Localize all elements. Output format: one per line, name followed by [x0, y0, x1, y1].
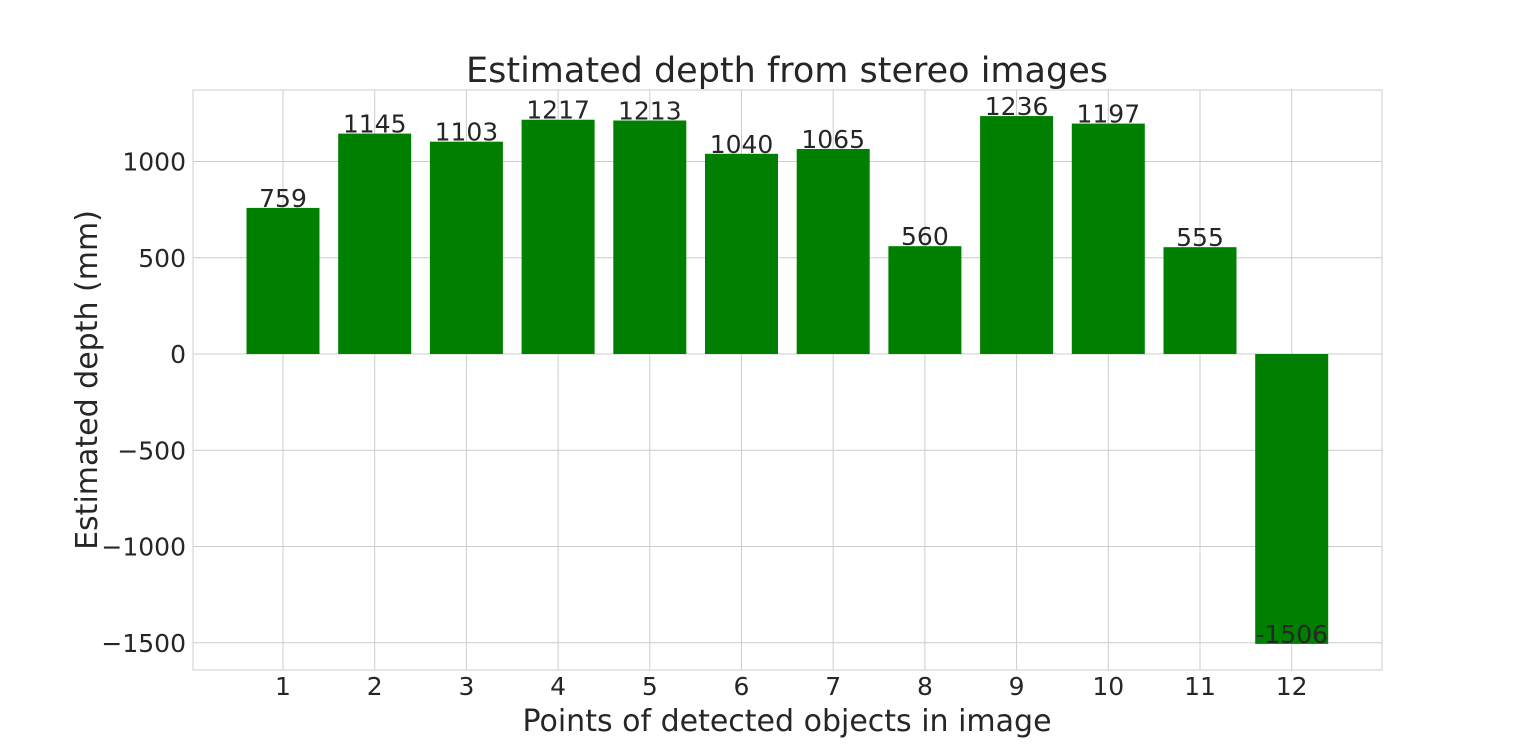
bar: [521, 119, 595, 354]
y-tick-label: 500: [138, 244, 186, 273]
x-tick-label: 7: [825, 672, 841, 701]
bar-value-label: 1217: [526, 96, 590, 125]
y-axis-label: Estimated depth (mm): [70, 210, 105, 550]
bar-value-label: 1236: [985, 92, 1049, 121]
bar-value-label: 1065: [801, 125, 865, 154]
x-tick-label: 9: [1009, 672, 1025, 701]
bar: [1163, 247, 1237, 354]
bar-value-label: 560: [901, 222, 949, 251]
bar-value-label: 555: [1176, 223, 1224, 252]
bar: [338, 133, 412, 354]
x-tick-label: 4: [550, 672, 566, 701]
y-tick-label: −1000: [101, 533, 186, 562]
bar: [1071, 123, 1145, 354]
data-label-layer: 759 1145 1103 1217 1213 1040 1065 560 1236 1197 55…: [259, 92, 1328, 649]
bar: [429, 141, 503, 354]
bar-value-label: 1197: [1076, 100, 1140, 129]
bar-layer: [246, 116, 1329, 644]
bar-value-label: 1213: [618, 96, 682, 125]
plot-frame: [192, 89, 1383, 671]
bar: [1255, 354, 1329, 644]
bar: [705, 153, 778, 354]
y-tick-label: −500: [117, 436, 186, 465]
bar-value-label: 1103: [435, 118, 499, 147]
bar: [613, 120, 687, 354]
x-tick-label: 10: [1092, 672, 1124, 701]
bar: [246, 207, 320, 354]
bar: [980, 116, 1054, 354]
x-tick-label: 1: [275, 672, 291, 701]
y-tick-label: 0: [170, 340, 186, 369]
x-tick-label: 3: [458, 672, 474, 701]
x-tick-label: 6: [734, 672, 750, 701]
bar: [796, 148, 870, 354]
y-tick-label: 1000: [122, 148, 186, 177]
x-tick-label: 2: [367, 672, 383, 701]
x-tick-label: 5: [642, 672, 658, 701]
x-tick-label: 8: [917, 672, 933, 701]
x-axis-label: Points of detected objects in image: [522, 704, 1051, 739]
x-tick-label: 12: [1276, 672, 1308, 701]
bar-value-label: -1506: [1255, 620, 1328, 649]
bar-value-label: 1040: [710, 130, 774, 159]
chart-title: Estimated depth from stereo images: [466, 51, 1108, 91]
bar-value-label: 1145: [343, 110, 407, 139]
y-tick-label: −1500: [101, 629, 186, 658]
x-tick-label: 11: [1184, 672, 1216, 701]
bar: [888, 246, 962, 354]
bar-value-label: 759: [259, 184, 307, 213]
